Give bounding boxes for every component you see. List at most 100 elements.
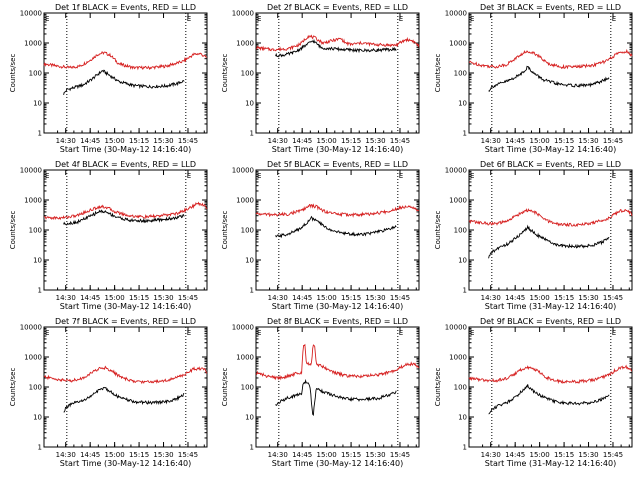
x-axis-label: Start Time (30-May-12 14:16:40) [60, 302, 191, 311]
flag-letter: E [257, 172, 261, 180]
panel-title: Det 9f BLACK = Events, RED = LLD [480, 317, 621, 326]
flag-letter: E [45, 15, 49, 23]
panel-det-6: Det 6f BLACK = Events, RED = LLD 1 10 100 10… [434, 160, 633, 311]
x-tick-label: 14:30 [481, 294, 501, 302]
flag-letter: E [470, 15, 474, 23]
x-tick-label: 15:45 [390, 294, 410, 302]
plot-frame [43, 169, 208, 291]
x-tick-label: 15:45 [178, 137, 198, 145]
x-tick-label: 14:45 [292, 137, 312, 145]
y-tick-label: 10000 [445, 10, 467, 18]
x-tick-label: 15:00 [105, 294, 125, 302]
y-axis-label: Counts/sec [434, 54, 442, 93]
x-tick-label: 14:30 [481, 137, 501, 145]
flag-letter: E [612, 15, 616, 23]
x-tick-label: 15:00 [105, 137, 125, 145]
x-tick-label: 14:45 [80, 451, 100, 459]
x-tick-label: 15:15 [129, 137, 149, 145]
y-tick-label: 100 [241, 227, 254, 235]
flag-letter: E [187, 15, 191, 23]
x-tick-label: 15:30 [365, 294, 385, 302]
x-tick-label: 15:00 [105, 451, 125, 459]
y-tick-label: 100 [29, 384, 42, 392]
x-tick-label: 14:45 [505, 294, 525, 302]
y-axis-label: Counts/sec [9, 368, 17, 407]
y-tick-label: 1 [38, 130, 42, 138]
panel-title: Det 8f BLACK = Events, RED = LLD [267, 317, 408, 326]
flag-letter: E [45, 172, 49, 180]
x-tick-label: 15:15 [554, 451, 574, 459]
series-lld-line [43, 51, 208, 71]
x-tick-label: 15:15 [129, 294, 149, 302]
y-tick-label: 10 [458, 100, 467, 108]
flag-letter: E [45, 329, 49, 337]
y-tick-label: 1000 [24, 197, 42, 205]
x-tick-label: 15:00 [317, 294, 337, 302]
x-tick-label: 14:45 [80, 137, 100, 145]
y-tick-label: 100 [454, 384, 467, 392]
plot-frame [255, 169, 420, 291]
y-tick-label: 10000 [232, 10, 254, 18]
flag-letter: E [612, 172, 616, 180]
panel-title: Det 6f BLACK = Events, RED = LLD [480, 160, 621, 169]
flag-letter: E [187, 329, 191, 337]
x-tick-label: 15:15 [341, 294, 361, 302]
x-tick-label: 15:30 [153, 137, 173, 145]
y-tick-label: 1000 [449, 40, 467, 48]
panel-det-8: Det 8f BLACK = Events, RED = LLD 1 10 100 10… [221, 317, 420, 468]
plot-frame [255, 326, 420, 448]
y-tick-label: 1 [463, 287, 467, 295]
x-tick-label: 15:45 [390, 137, 410, 145]
x-axis-label: Start Time (30-May-12 14:16:40) [60, 145, 191, 154]
y-tick-label: 100 [241, 384, 254, 392]
x-tick-label: 15:45 [603, 294, 623, 302]
panel-title: Det 5f BLACK = Events, RED = LLD [267, 160, 408, 169]
series-events-line [488, 384, 610, 415]
x-tick-label: 15:45 [178, 451, 198, 459]
series-events-line [63, 386, 185, 413]
x-axis-label: Start Time (31-May-12 14:16:40) [485, 459, 616, 468]
y-tick-label: 100 [29, 70, 42, 78]
y-axis-label: Counts/sec [9, 54, 17, 93]
x-axis-label: Start Time (30-May-12 14:16:40) [272, 145, 403, 154]
flag-letter: E [470, 172, 474, 180]
x-tick-label: 15:30 [578, 294, 598, 302]
x-tick-label: 15:30 [365, 137, 385, 145]
series-lld-line [468, 208, 633, 228]
panel-det-7: Det 7f BLACK = Events, RED = LLD 1 10 100 10… [9, 317, 208, 468]
series-lld-line [255, 203, 420, 218]
y-tick-label: 10000 [232, 324, 254, 332]
y-tick-label: 10000 [445, 324, 467, 332]
flag-letter: E [257, 15, 261, 23]
series-events-line [275, 215, 397, 239]
x-tick-label: 15:15 [341, 137, 361, 145]
x-tick-label: 15:15 [554, 137, 574, 145]
x-tick-label: 15:30 [578, 451, 598, 459]
series-lld-line [43, 201, 208, 221]
y-tick-label: 10 [33, 414, 42, 422]
y-tick-label: 10000 [232, 167, 254, 175]
series-lld-line [468, 364, 633, 385]
y-tick-label: 1 [250, 130, 254, 138]
y-axis-label: Counts/sec [434, 211, 442, 250]
y-tick-label: 1000 [24, 354, 42, 362]
x-axis-label: Start Time (31-May-12 14:16:40) [485, 302, 616, 311]
x-tick-label: 15:45 [390, 451, 410, 459]
series-events-line [63, 69, 185, 96]
y-tick-label: 10 [33, 257, 42, 265]
x-tick-label: 15:45 [603, 137, 623, 145]
flag-letter: E [399, 329, 403, 337]
x-tick-label: 15:45 [178, 294, 198, 302]
series-events-line [488, 65, 610, 93]
x-tick-label: 15:15 [129, 451, 149, 459]
y-tick-label: 10 [245, 257, 254, 265]
x-tick-label: 15:00 [317, 451, 337, 459]
x-tick-label: 15:15 [341, 451, 361, 459]
y-tick-label: 1000 [236, 354, 254, 362]
series-lld-line [468, 48, 633, 70]
y-tick-label: 1 [250, 287, 254, 295]
y-tick-label: 10000 [20, 10, 42, 18]
panel-det-5: Det 5f BLACK = Events, RED = LLD 1 10 100 10… [221, 160, 420, 311]
series-lld-line [255, 343, 420, 381]
